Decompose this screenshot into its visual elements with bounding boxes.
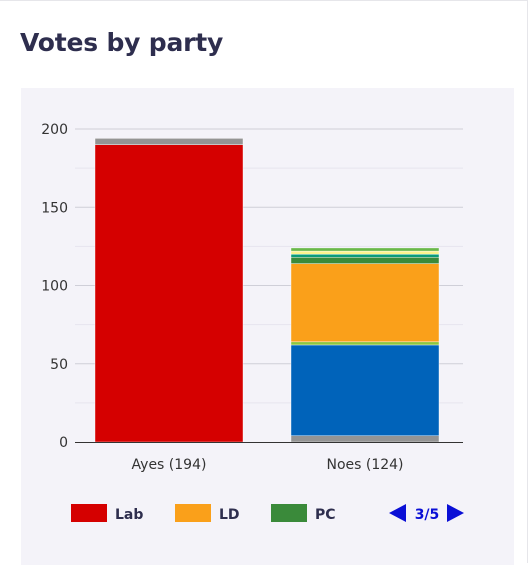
legend-swatch-pc[interactable] <box>271 504 307 522</box>
legend-label-pc[interactable]: PC <box>315 507 336 523</box>
legend-swatch-lab[interactable] <box>71 504 107 522</box>
bar-segment-series-3[interactable] <box>290 341 440 346</box>
y-tick-label: 0 <box>59 435 68 451</box>
legend-label-lab[interactable]: Lab <box>115 507 143 523</box>
y-tick-label: 50 <box>50 357 68 373</box>
bar-segment-pc[interactable] <box>290 257 440 264</box>
legend-label-ld[interactable]: LD <box>219 507 240 523</box>
bar-segment-lab[interactable] <box>94 144 244 443</box>
bar-segment-series-7[interactable] <box>290 250 440 255</box>
bar-segment-series-6[interactable] <box>290 253 440 258</box>
bar-segment-ld[interactable] <box>290 263 440 343</box>
x-tick-label: Ayes (194) <box>132 457 207 473</box>
bar-segment-series-2[interactable] <box>290 344 440 436</box>
x-tick-label: Noes (124) <box>326 457 403 473</box>
bar-segment-series-1[interactable] <box>94 138 244 145</box>
chart-title: Votes by party <box>20 28 224 57</box>
legend-next-arrow-icon[interactable] <box>447 504 464 522</box>
legend-prev-arrow-icon[interactable] <box>389 504 406 522</box>
y-tick-label: 100 <box>41 279 68 295</box>
legend-swatch-ld[interactable] <box>175 504 211 522</box>
y-tick-label: 150 <box>41 200 68 216</box>
bar-segment-series-1[interactable] <box>290 435 440 443</box>
y-tick-label: 200 <box>41 122 68 138</box>
bar-segment-series-8[interactable] <box>290 247 440 252</box>
legend-page-indicator: 3/5 <box>415 507 440 523</box>
